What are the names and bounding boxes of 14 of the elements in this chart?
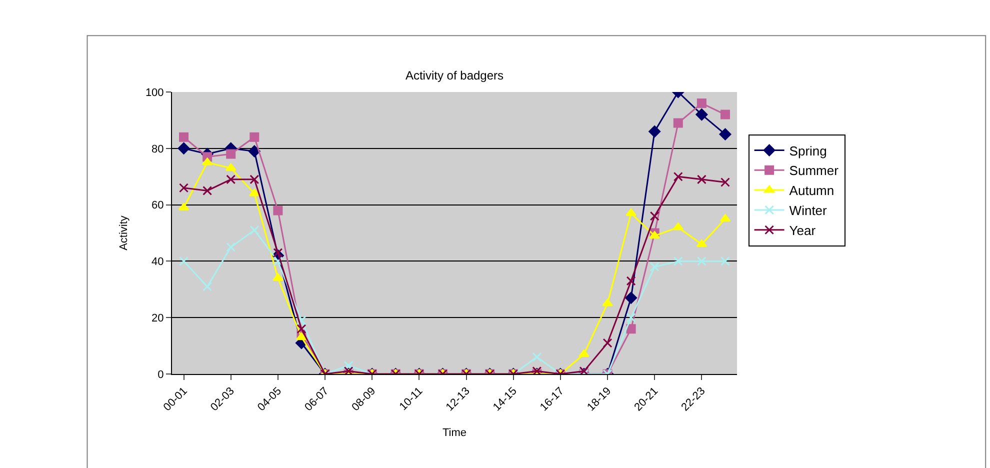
y-tick-label: 40	[152, 256, 164, 268]
y-tick-label: 60	[152, 200, 164, 212]
y-tick-label: 80	[152, 143, 164, 156]
x-axis-title: Time	[442, 426, 467, 439]
legend-label: Year	[789, 222, 816, 238]
y-tick-label: 100	[145, 86, 164, 99]
legend-label: Winter	[789, 203, 828, 218]
legend-label: Summer	[789, 163, 840, 178]
y-tick-label: 20	[152, 312, 164, 324]
chart-title: Activity of badgers	[405, 68, 504, 83]
y-axis-title: Activity	[118, 215, 130, 250]
legend-label: Spring	[789, 143, 827, 158]
legend-label: Autumn	[789, 183, 834, 198]
y-tick-label: 0	[158, 368, 164, 381]
